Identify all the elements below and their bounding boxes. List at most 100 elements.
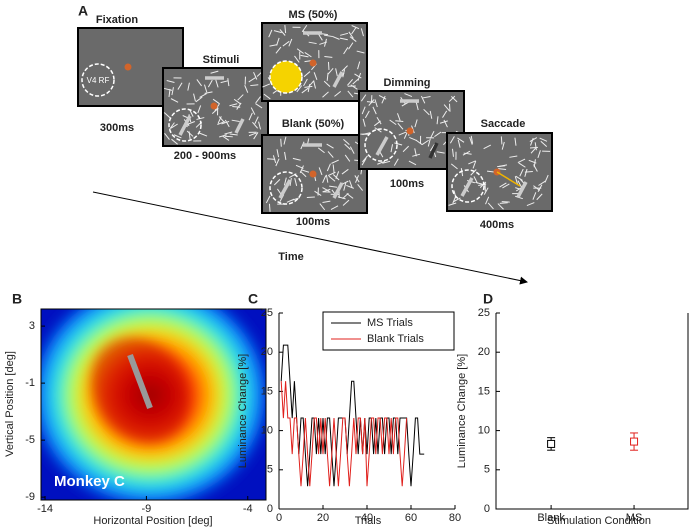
axis	[495, 313, 689, 510]
texture-line	[390, 144, 394, 153]
texture-line	[300, 54, 309, 58]
time-label: Time	[278, 251, 303, 263]
texture-line	[229, 133, 238, 136]
texture-line	[323, 38, 327, 47]
frame-label: Dimming	[383, 77, 430, 89]
texture-line	[187, 82, 190, 91]
texture-line	[250, 84, 259, 87]
texture-line	[284, 25, 287, 34]
texture-line	[282, 40, 290, 47]
texture-line	[263, 93, 271, 100]
texture-line	[164, 87, 173, 91]
texture-line	[517, 180, 523, 188]
texture-line	[436, 116, 439, 125]
texture-line	[483, 144, 492, 150]
texture-line	[344, 143, 351, 150]
texture-line	[332, 164, 335, 173]
frame-label: Stimuli	[203, 54, 240, 66]
texture-line	[224, 131, 233, 135]
texture-line	[402, 145, 410, 153]
y-tick-label: 15	[261, 385, 273, 397]
texture-line	[530, 146, 537, 154]
stimulus-bar	[234, 118, 245, 134]
texture-line	[497, 203, 504, 210]
rf-label: V4 RF	[87, 76, 110, 85]
texture-line	[469, 136, 473, 145]
panel-label: B	[12, 291, 22, 307]
texture-line	[450, 95, 458, 103]
rf-circle	[269, 171, 303, 205]
texture-line	[453, 197, 461, 203]
texture-line	[335, 171, 340, 179]
texture-line	[357, 72, 362, 81]
texture-line	[276, 149, 280, 158]
fixation-dot	[406, 127, 414, 135]
frame-label: Fixation	[96, 14, 138, 26]
y-tick-label: 5	[484, 464, 490, 476]
texture-line	[397, 122, 404, 130]
texture-line	[344, 154, 351, 162]
texture-line	[524, 168, 528, 177]
texture-line	[524, 171, 533, 173]
texture-line	[237, 94, 244, 101]
texture-line	[300, 170, 307, 178]
y-tick-label: -9	[25, 491, 35, 503]
texture-line	[227, 78, 230, 87]
y-tick-label: 25	[261, 307, 273, 319]
x-tick-label: -4	[243, 503, 253, 515]
texture-line	[397, 113, 401, 122]
texture-line	[318, 167, 323, 176]
series-line	[280, 344, 425, 487]
texture-line	[327, 67, 334, 75]
texture-line	[195, 96, 203, 103]
texture-line	[526, 202, 535, 207]
texture-line	[173, 134, 182, 139]
stimulus-bar	[375, 136, 389, 156]
texture-line	[268, 29, 273, 38]
texture-line	[284, 151, 287, 160]
texture-line	[436, 151, 445, 154]
texture-line	[366, 101, 375, 103]
mean-marker	[547, 439, 556, 448]
texture-line	[449, 136, 455, 144]
texture-line	[244, 85, 249, 93]
texture-line	[539, 137, 548, 142]
texture-line	[339, 37, 348, 41]
texture-line	[199, 132, 208, 137]
texture-line	[501, 201, 510, 203]
texture-line	[314, 190, 322, 196]
rf-circle	[364, 128, 398, 162]
fixation-dot	[309, 170, 317, 178]
texture-line	[217, 116, 222, 124]
texture-line	[351, 27, 357, 35]
texture-line	[248, 77, 256, 83]
texture-line	[377, 160, 385, 165]
texture-line	[473, 176, 478, 184]
texture-line	[357, 61, 361, 70]
texture-line	[395, 120, 404, 123]
texture-line	[193, 93, 196, 102]
texture-line	[326, 72, 329, 81]
legend-box	[322, 311, 455, 351]
mean-marker	[630, 437, 639, 446]
texture-line	[224, 119, 230, 128]
texture-line	[514, 176, 518, 185]
texture-line	[483, 187, 489, 195]
texture-line	[357, 183, 364, 191]
fixation-dot	[210, 102, 218, 110]
texture-line	[348, 31, 354, 39]
texture-line	[364, 110, 370, 119]
texture-line	[331, 35, 340, 40]
texture-line	[429, 130, 435, 139]
texture-line	[327, 171, 336, 176]
texture-line	[536, 193, 543, 201]
y-tick-label: 20	[478, 346, 490, 358]
texture-line	[275, 46, 282, 54]
texture-line	[362, 118, 366, 127]
texture-line	[322, 91, 329, 98]
stimulus-bar	[332, 71, 344, 88]
texture-line	[404, 93, 413, 98]
texture-line	[343, 47, 349, 55]
texture-line	[171, 138, 178, 145]
texture-line	[529, 146, 539, 149]
